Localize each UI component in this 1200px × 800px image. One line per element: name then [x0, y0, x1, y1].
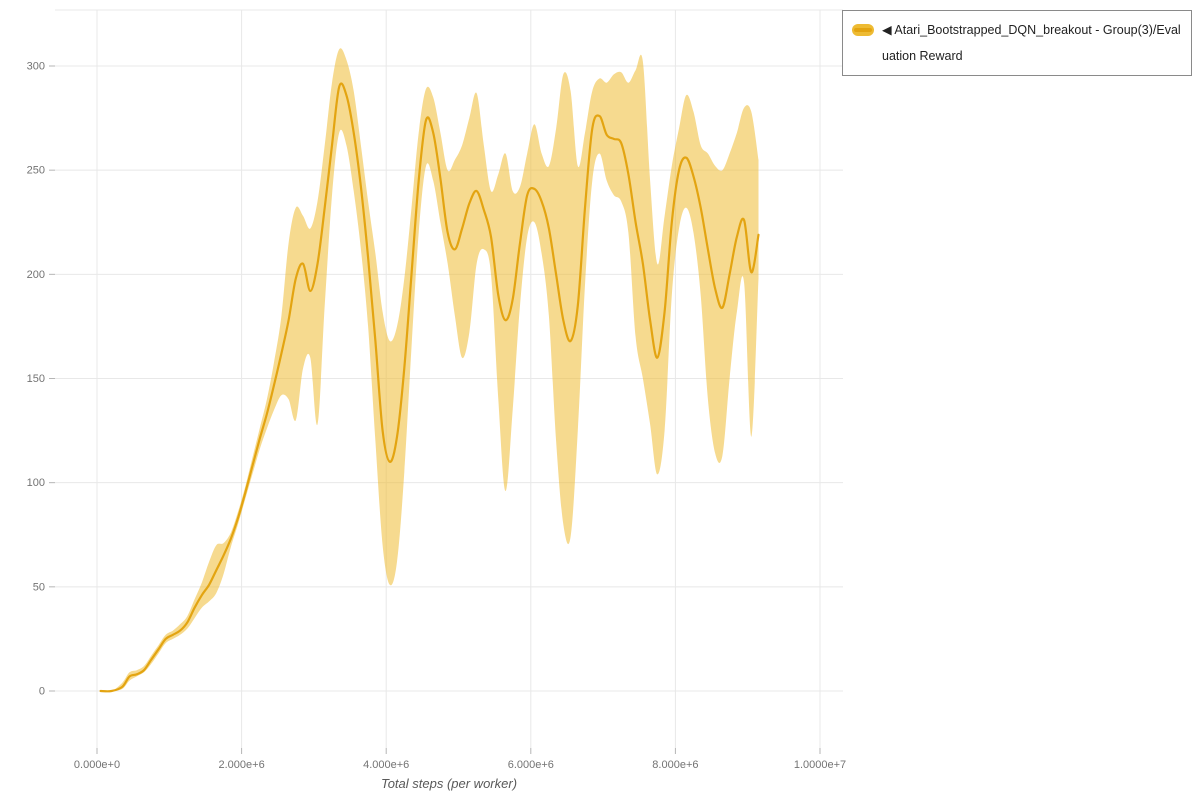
- legend-entry: ◀ Atari_Bootstrapped_DQN_breakout - Grou…: [882, 17, 1182, 69]
- y-tick-label: 150: [27, 373, 45, 385]
- x-tick-label: 2.000e+6: [219, 759, 265, 771]
- y-tick-label: 200: [27, 269, 45, 281]
- y-tick-label: 50: [33, 581, 45, 593]
- x-axis-label: Total steps (per worker): [380, 776, 518, 791]
- legend-item[interactable]: ◀ Atari_Bootstrapped_DQN_breakout - Grou…: [852, 17, 1182, 69]
- legend: ◀ Atari_Bootstrapped_DQN_breakout - Grou…: [842, 10, 1192, 76]
- x-tick-label: 0.000e+0: [74, 759, 120, 771]
- series-swatch-icon: [852, 24, 874, 36]
- x-tick-label: 4.000e+6: [363, 759, 409, 771]
- x-tick-label: 1.0000e+7: [794, 759, 846, 771]
- y-tick-label: 250: [27, 165, 45, 177]
- y-tick-label: 300: [27, 61, 45, 73]
- y-tick-label: 0: [39, 686, 45, 698]
- series-line-icon: [854, 28, 872, 32]
- x-tick-label: 8.000e+6: [652, 759, 698, 771]
- y-tick-label: 100: [27, 477, 45, 489]
- series-line[interactable]: [99, 82, 760, 693]
- x-tick-label: 6.000e+6: [508, 759, 554, 771]
- run-toggle-icon: ◀: [882, 23, 892, 37]
- legend-label: Atari_Bootstrapped_DQN_breakout - Group(…: [882, 23, 1181, 63]
- confidence-band: [100, 48, 759, 692]
